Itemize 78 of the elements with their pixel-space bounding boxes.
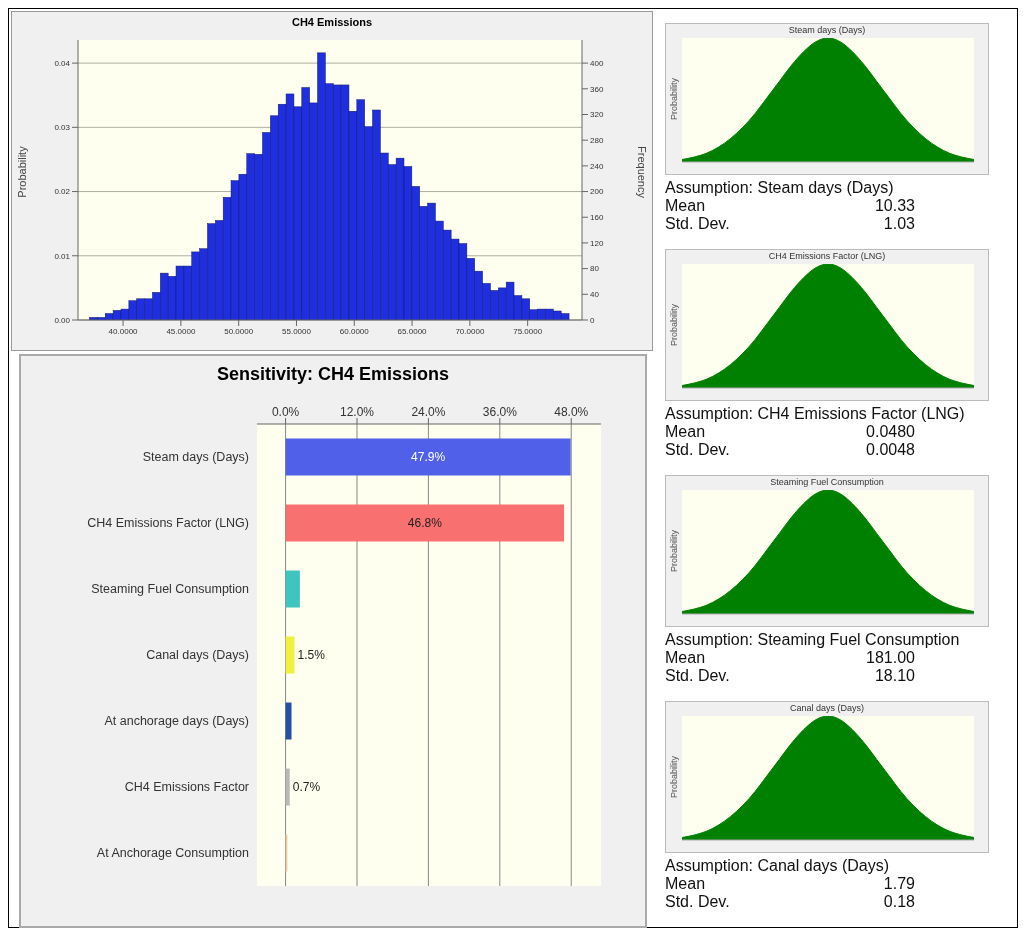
text: 0.0480 xyxy=(865,423,915,441)
text: 1.03 xyxy=(882,215,915,233)
y-tick-label: CH4 Emissions Factor xyxy=(124,780,249,795)
chart-title: CH4 Emissions Factor (LNG) xyxy=(767,250,887,261)
y-tick-label: 0.00 xyxy=(54,315,71,325)
y2-tick-label: 200 xyxy=(590,187,604,197)
x-tick-label: 45.0000 xyxy=(166,326,196,336)
y2-tick-label: 280 xyxy=(590,136,604,146)
y-axis-title: Probability xyxy=(669,529,679,573)
x-tick-label: 50.0000 xyxy=(224,326,254,336)
text: Mean xyxy=(665,423,707,441)
bar xyxy=(285,438,571,476)
y2-tick-label: 160 xyxy=(590,213,604,223)
bar xyxy=(285,702,292,740)
y2-axis-title: Frequency xyxy=(636,146,649,198)
y2-tick-label: 240 xyxy=(590,161,604,171)
data-label: 0.7% xyxy=(292,780,321,795)
y-axis-title: Probability xyxy=(16,146,29,198)
x-tick-label: 40.0000 xyxy=(108,326,139,336)
y-tick-label: 0.02 xyxy=(54,187,71,197)
y2-tick-label: 80 xyxy=(590,264,600,274)
text: Mean xyxy=(665,197,707,215)
x-tick-label: 55.0000 xyxy=(282,326,312,336)
x-tick-label: 70.0000 xyxy=(455,326,485,336)
text: 18.10 xyxy=(873,667,915,685)
text: Std. Dev. xyxy=(665,667,731,685)
bar xyxy=(285,504,565,542)
chart-title: CH4 Emissions xyxy=(290,16,374,28)
text: Std. Dev. xyxy=(665,441,731,459)
y-axis-title: Probability xyxy=(669,77,679,121)
bar xyxy=(285,570,300,608)
data-label: 47.9% xyxy=(411,450,446,465)
text: Mean xyxy=(665,649,707,667)
text: Std. Dev. xyxy=(665,215,731,233)
chart-title: Sensitivity: CH4 Emissions xyxy=(215,364,451,385)
x-tick-label: 24.0% xyxy=(411,405,446,419)
text: Assumption: CH4 Emissions Factor (LNG) xyxy=(665,405,966,423)
text: Assumption: Canal days (Days) xyxy=(665,857,891,875)
y-tick-label: At Anchorage Consumption xyxy=(96,846,250,861)
text: 0.0048 xyxy=(865,441,915,459)
y2-tick-label: 120 xyxy=(590,238,604,248)
data-label: 1.5% xyxy=(297,648,326,663)
y-tick-label: Steaming Fuel Consumption xyxy=(91,582,250,597)
y-axis-title: Probability xyxy=(669,755,679,799)
y-tick-label: 0.01 xyxy=(54,251,71,261)
text: Mean xyxy=(665,875,707,893)
y-axis-title: Probability xyxy=(669,303,679,347)
x-tick-label: 12.0% xyxy=(339,405,375,419)
data-label: 46.8% xyxy=(407,516,443,531)
text: 0.18 xyxy=(882,893,915,911)
x-tick-label: 65.0000 xyxy=(397,326,428,336)
bar xyxy=(285,768,290,806)
text: Assumption: Steaming Fuel Consumption xyxy=(665,631,961,649)
y-tick-label: CH4 Emissions Factor (LNG) xyxy=(87,516,249,531)
chart-title: Canal days (Days) xyxy=(789,702,865,713)
y2-tick-label: 0 xyxy=(590,315,595,325)
y-tick-label: Canal days (Days) xyxy=(146,648,249,663)
y-tick-label: 0.04 xyxy=(54,58,71,68)
y-tick-label: At anchorage days (Days) xyxy=(104,714,249,729)
x-tick-label: 0.0% xyxy=(271,405,300,419)
y-tick-label: 0.03 xyxy=(54,123,71,133)
x-tick-label: 48.0% xyxy=(554,405,589,419)
chart-title: Steam days (Days) xyxy=(787,24,867,35)
text: 1.79 xyxy=(882,875,915,893)
y2-tick-label: 320 xyxy=(590,110,604,120)
y2-tick-label: 40 xyxy=(590,290,600,300)
y2-tick-label: 360 xyxy=(590,84,604,94)
chart-title: Steaming Fuel Consumption xyxy=(769,476,885,487)
x-tick-label: 75.0000 xyxy=(513,326,543,336)
bar xyxy=(285,636,295,674)
x-tick-label: 36.0% xyxy=(482,405,518,419)
y2-tick-label: 400 xyxy=(590,58,604,68)
y-tick-label: Steam days (Days) xyxy=(142,450,249,465)
text: Std. Dev. xyxy=(665,893,731,911)
text: 10.33 xyxy=(873,197,915,215)
x-tick-label: 60.0000 xyxy=(339,326,370,336)
text: 181.00 xyxy=(865,649,915,667)
text: Assumption: Steam days (Days) xyxy=(665,179,895,197)
